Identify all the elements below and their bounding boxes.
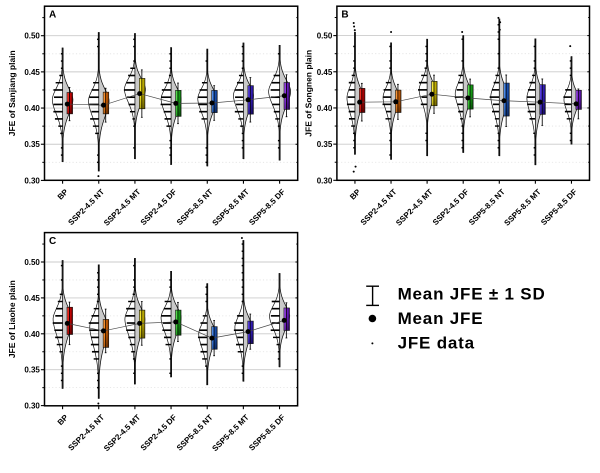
svg-text:SSP5-8.5 DF: SSP5-8.5 DF: [247, 413, 287, 453]
svg-text:JFE data: JFE data: [398, 334, 475, 353]
svg-text:0.45: 0.45: [24, 68, 40, 77]
svg-text:0.30: 0.30: [317, 176, 333, 185]
svg-text:Mean JFE ± 1 SD: Mean JFE ± 1 SD: [398, 285, 546, 304]
svg-text:BP: BP: [348, 187, 363, 202]
svg-text:SSP2-4.5 NT: SSP2-4.5 NT: [66, 413, 106, 453]
svg-text:SSP2-4.5 NT: SSP2-4.5 NT: [66, 187, 106, 227]
svg-text:0.40: 0.40: [24, 104, 40, 113]
svg-text:SSP2-4.5 DF: SSP2-4.5 DF: [431, 187, 471, 227]
svg-text:A: A: [49, 10, 56, 21]
svg-text:SSP5-8.5 MT: SSP5-8.5 MT: [211, 187, 251, 227]
svg-text:SSP2-4.5 DF: SSP2-4.5 DF: [139, 187, 179, 227]
svg-text:SSP2-4.5 MT: SSP2-4.5 MT: [102, 413, 142, 453]
svg-text:0.50: 0.50: [24, 32, 40, 41]
svg-text:JFE of Liaohe plain: JFE of Liaohe plain: [7, 280, 17, 358]
svg-text:0.45: 0.45: [317, 68, 333, 77]
svg-text:SSP2-4.5 MT: SSP2-4.5 MT: [394, 187, 434, 227]
svg-text:0.35: 0.35: [317, 140, 333, 149]
svg-text:0.35: 0.35: [24, 140, 40, 149]
svg-text:0.35: 0.35: [24, 366, 40, 375]
svg-text:SSP5-8.5 MT: SSP5-8.5 MT: [210, 413, 250, 453]
svg-text:0.40: 0.40: [24, 330, 40, 339]
svg-text:SSP5-8.5 NT: SSP5-8.5 NT: [175, 413, 215, 453]
svg-text:BP: BP: [56, 187, 71, 202]
svg-text:0.50: 0.50: [24, 258, 40, 267]
svg-text:SSP5-8.5 DF: SSP5-8.5 DF: [247, 187, 287, 227]
svg-text:SSP5-8.5 NT: SSP5-8.5 NT: [467, 187, 507, 227]
svg-text:BP: BP: [56, 412, 71, 427]
svg-text:JFE of Songnen plain: JFE of Songnen plain: [304, 50, 314, 137]
svg-text:SSP2-4.5 MT: SSP2-4.5 MT: [102, 187, 142, 227]
svg-text:0.40: 0.40: [317, 104, 333, 113]
svg-text:C: C: [49, 236, 56, 247]
svg-text:SSP5-8.5 MT: SSP5-8.5 MT: [502, 187, 542, 227]
svg-text:B: B: [341, 10, 348, 21]
svg-text:SSP5-8.5 DF: SSP5-8.5 DF: [539, 187, 579, 227]
svg-text:JFE of Sanjiang plain: JFE of Sanjiang plain: [7, 50, 17, 136]
svg-text:0.30: 0.30: [24, 176, 40, 185]
svg-text:0.30: 0.30: [24, 402, 40, 411]
svg-text:0.45: 0.45: [24, 294, 40, 303]
svg-text:SSP2-4.5 NT: SSP2-4.5 NT: [359, 187, 399, 227]
svg-text:SSP5-8.5 NT: SSP5-8.5 NT: [175, 187, 215, 227]
svg-text:0.50: 0.50: [317, 32, 333, 41]
svg-text:Mean JFE: Mean JFE: [398, 309, 484, 328]
svg-text:SSP2-4.5 DF: SSP2-4.5 DF: [139, 413, 179, 453]
